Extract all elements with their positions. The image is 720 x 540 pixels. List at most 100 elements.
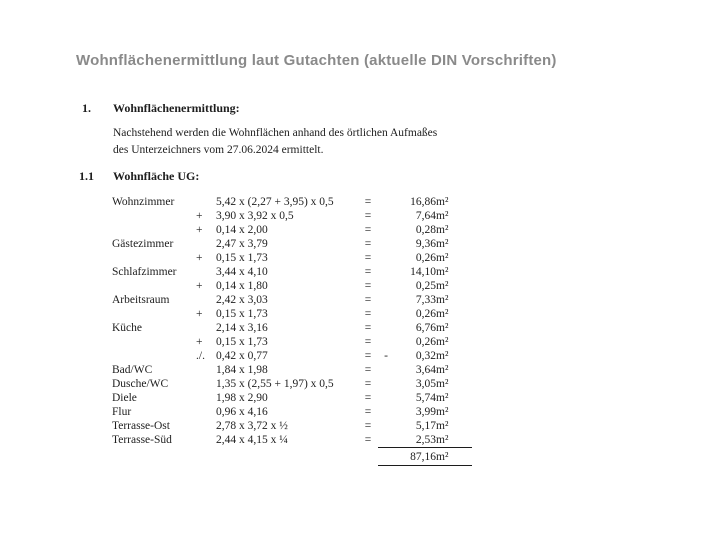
table-row: Wohnzimmer 5,42 x (2,27 + 3,95) x 0,5 = … — [112, 195, 472, 209]
area-unit: m² — [436, 364, 449, 376]
operator-sign: + — [196, 224, 203, 236]
area-unit: m² — [436, 266, 449, 278]
minus-sign — [378, 433, 394, 448]
formula-cell: 0,42 x 0,77 — [216, 350, 268, 362]
formula-cell: 2,47 x 3,79 — [216, 238, 268, 250]
table-row: ./. 0,42 x 0,77 = - 0,32 m² — [112, 349, 472, 363]
minus-sign — [378, 391, 394, 405]
table-row: + 0,14 x 1,80 = 0,25 m² — [112, 279, 472, 293]
total-equals-cell — [358, 448, 378, 466]
area-value: 3,99 — [415, 406, 436, 418]
equals-sign: = — [364, 252, 372, 264]
table-row: + 0,15 x 1,73 = 0,26 m² — [112, 335, 472, 349]
area-value: 0,32 — [415, 350, 436, 362]
area-value: 3,64 — [415, 364, 436, 376]
total-operator-cell — [196, 448, 216, 466]
area-value: 6,76 — [415, 322, 436, 334]
operator-sign: + — [196, 336, 203, 348]
area-value: 16,86 — [410, 196, 436, 208]
operator-sign — [196, 265, 216, 279]
equals-sign: = — [364, 406, 372, 418]
formula-cell: 2,44 x 4,15 x ¼ — [216, 434, 288, 447]
formula-cell: 3,90 x 3,92 x 0,5 — [216, 210, 294, 222]
total-minus-cell — [378, 447, 394, 466]
room-cell: Gästezimmer — [112, 238, 174, 250]
minus-sign — [378, 335, 394, 349]
equals-sign: = — [364, 224, 372, 236]
formula-cell: 2,14 x 3,16 — [216, 322, 268, 334]
room-cell: Diele — [112, 392, 137, 404]
minus-sign — [378, 223, 394, 237]
room-cell — [112, 251, 196, 265]
minus-sign — [378, 237, 394, 251]
table-row: Flur 0,96 x 4,16 = 3,99 m² — [112, 405, 472, 419]
area-value: 7,64 — [415, 210, 436, 222]
area-unit: m² — [436, 238, 449, 250]
table-row: + 0,15 x 1,73 = 0,26 m² — [112, 251, 472, 265]
operator-sign — [196, 405, 216, 419]
equals-sign: = — [364, 392, 372, 404]
room-cell: Flur — [112, 406, 132, 418]
room-cell — [112, 209, 196, 223]
total-area-value: 87,16 — [394, 447, 436, 466]
minus-sign — [378, 419, 394, 433]
area-value: 0,28 — [415, 224, 436, 236]
equals-sign: = — [364, 280, 372, 292]
area-value: 5,74 — [415, 392, 436, 404]
formula-cell: 0,14 x 2,00 — [216, 224, 268, 236]
formula-cell: 0,15 x 1,73 — [216, 336, 268, 348]
section-1-1: 1.1 Wohnfläche UG: — [79, 169, 199, 184]
operator-sign: ./. — [196, 350, 205, 362]
total-formula-cell — [216, 448, 358, 466]
table-row: Küche 2,14 x 3,16 = 6,76 m² — [112, 321, 472, 335]
minus-sign — [378, 307, 394, 321]
formula-cell: 5,42 x (2,27 + 3,95) x 0,5 — [216, 196, 334, 208]
area-unit: m² — [436, 322, 449, 334]
section-1: 1. Wohnflächenermittlung: — [82, 101, 240, 116]
table-row: Dusche/WC 1,35 x (2,55 + 1,97) x 0,5 = 3… — [112, 377, 472, 391]
total-area-unit: m² — [436, 447, 472, 466]
minus-sign — [378, 195, 394, 209]
area-value: 9,36 — [415, 238, 436, 250]
area-unit: m² — [436, 280, 449, 292]
operator-sign: + — [196, 210, 203, 222]
equals-sign: = — [364, 266, 372, 278]
intro-paragraph-line2: des Unterzeichners vom 27.06.2024 ermitt… — [113, 144, 324, 156]
table-row: Diele 1,98 x 2,90 = 5,74 m² — [112, 391, 472, 405]
area-unit: m² — [436, 392, 449, 404]
equals-sign: = — [364, 322, 372, 334]
table-row: Bad/WC 1,84 x 1,98 = 3,64 m² — [112, 363, 472, 377]
formula-cell: 3,44 x 4,10 — [216, 266, 268, 278]
formula-cell: 1,35 x (2,55 + 1,97) x 0,5 — [216, 378, 334, 390]
room-cell: Schlafzimmer — [112, 266, 177, 278]
equals-sign: = — [364, 364, 372, 376]
formula-cell: 0,14 x 1,80 — [216, 280, 268, 292]
operator-sign — [196, 419, 216, 433]
room-cell — [112, 307, 196, 321]
room-cell: Küche — [112, 322, 143, 334]
table-row: Schlafzimmer 3,44 x 4,10 = 14,10 m² — [112, 265, 472, 279]
equals-sign: = — [364, 294, 372, 306]
area-unit: m² — [436, 294, 449, 306]
room-cell — [112, 349, 196, 363]
area-unit: m² — [436, 252, 449, 264]
table-row: Arbeitsraum 2,42 x 3,03 = 7,33 m² — [112, 293, 472, 307]
section-1-1-heading: Wohnfläche UG: — [113, 169, 200, 183]
minus-sign — [378, 209, 394, 223]
document-title: Wohnflächenermittlung laut Gutachten (ak… — [76, 52, 557, 69]
operator-sign — [196, 237, 216, 251]
area-unit: m² — [436, 378, 449, 390]
minus-sign — [378, 251, 394, 265]
minus-sign — [378, 377, 394, 391]
intro-paragraph: Nachstehend werden die Wohnflächen anhan… — [113, 125, 437, 159]
area-value: 0,25 — [415, 280, 436, 292]
operator-sign — [196, 391, 216, 405]
calc-table: Wohnzimmer 5,42 x (2,27 + 3,95) x 0,5 = … — [112, 195, 472, 466]
equals-sign: = — [364, 210, 372, 222]
table-row: Terrasse-Süd 2,44 x 4,15 x ¼ = 2,53 m² — [112, 433, 472, 448]
room-cell — [112, 335, 196, 349]
room-cell: Arbeitsraum — [112, 294, 170, 306]
total-row: 87,16 m² — [112, 447, 472, 466]
area-unit: m² — [436, 420, 449, 432]
